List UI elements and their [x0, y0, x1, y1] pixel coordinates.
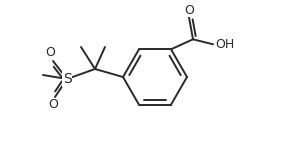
- Text: OH: OH: [215, 38, 235, 51]
- Text: S: S: [63, 72, 71, 86]
- Text: O: O: [184, 4, 194, 17]
- Text: O: O: [48, 99, 58, 112]
- Text: O: O: [45, 47, 55, 60]
